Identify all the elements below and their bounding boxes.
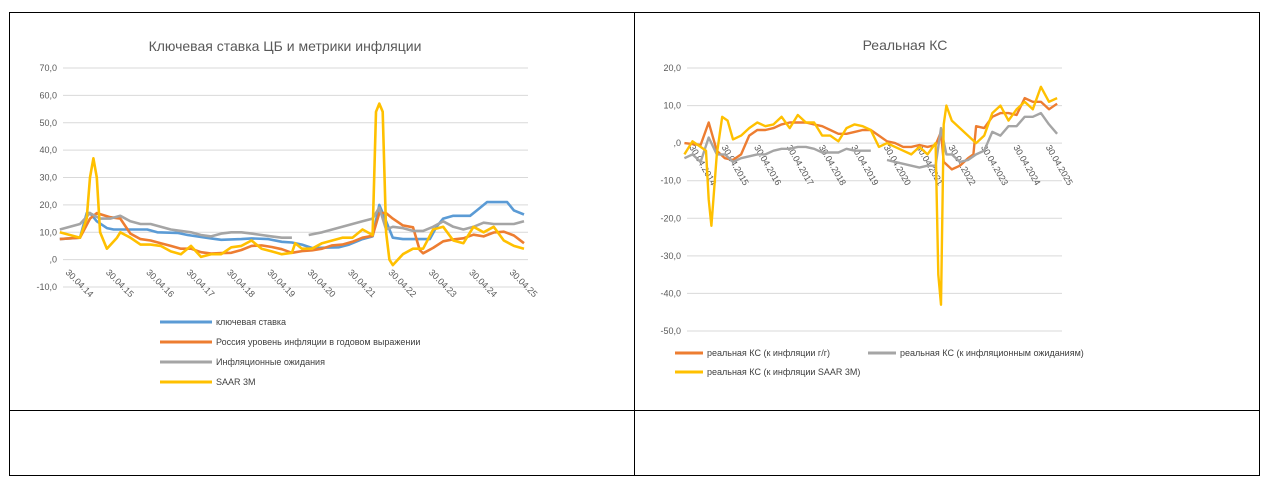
y-tick-label: -50,0 (660, 326, 681, 336)
legend-label: Россия уровень инфляции в годовом выраже… (216, 337, 420, 347)
legend-label: SAAR 3M (216, 377, 256, 387)
series-line (59, 211, 525, 255)
legend-label: реальная КС (к инфляционным ожиданиям) (900, 348, 1084, 358)
series-line (683, 111, 1059, 169)
y-tick-label: 60,0 (39, 90, 57, 100)
table-column-divider (634, 12, 635, 476)
y-tick-label: 10,0 (663, 101, 681, 111)
legend-label: реальная КС (к инфляции г/г) (707, 348, 830, 358)
y-tick-label: 70,0 (39, 63, 57, 73)
y-tick-label: 10,0 (39, 227, 57, 237)
legend-label: ключевая ставка (216, 317, 286, 327)
series-line (59, 102, 525, 267)
table-row-divider (9, 410, 1260, 411)
y-tick-label: ,0 (49, 255, 57, 265)
chart-title: Ключевая ставка ЦБ и метрики инфляции (149, 38, 422, 54)
y-tick-label: -10,0 (36, 282, 57, 292)
chart-title: Реальная КС (863, 37, 948, 53)
y-tick-label: -20,0 (660, 213, 681, 223)
y-tick-label: 50,0 (39, 118, 57, 128)
y-tick-label: 30,0 (39, 173, 57, 183)
series-line (684, 96, 1058, 171)
y-tick-label: ,0 (673, 138, 681, 148)
legend-label: реальная КС (к инфляции SAAR 3M) (707, 367, 860, 377)
series-line (683, 85, 1058, 306)
y-tick-label: 40,0 (39, 145, 57, 155)
series-line (59, 200, 525, 250)
y-tick-label: -40,0 (660, 288, 681, 298)
y-tick-label: -30,0 (660, 251, 681, 261)
y-tick-label: 20,0 (663, 63, 681, 73)
y-tick-label: 20,0 (39, 200, 57, 210)
y-tick-label: -10,0 (660, 176, 681, 186)
legend-label: Инфляционные ожидания (216, 357, 325, 367)
